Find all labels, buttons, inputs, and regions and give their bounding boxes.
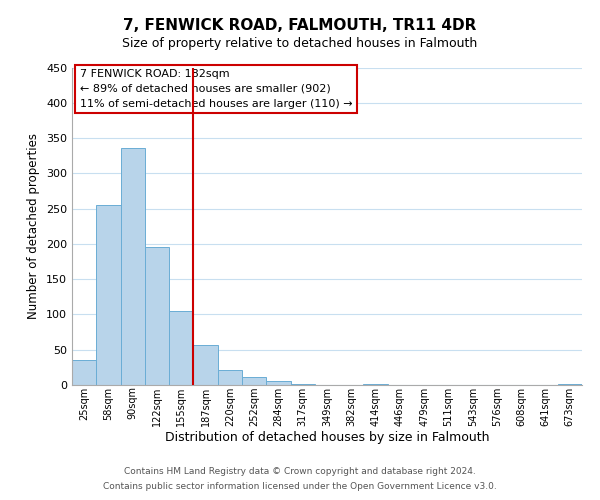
Bar <box>290 384 315 385</box>
Bar <box>218 370 242 385</box>
Bar <box>193 345 218 385</box>
Text: Contains HM Land Registry data © Crown copyright and database right 2024.: Contains HM Land Registry data © Crown c… <box>124 467 476 476</box>
Text: 7, FENWICK ROAD, FALMOUTH, TR11 4DR: 7, FENWICK ROAD, FALMOUTH, TR11 4DR <box>124 18 476 32</box>
Bar <box>558 384 582 385</box>
Bar <box>121 148 145 385</box>
Text: 7 FENWICK ROAD: 182sqm
← 89% of detached houses are smaller (902)
11% of semi-de: 7 FENWICK ROAD: 182sqm ← 89% of detached… <box>80 69 352 108</box>
Bar <box>145 246 169 385</box>
Text: Contains public sector information licensed under the Open Government Licence v3: Contains public sector information licen… <box>103 482 497 491</box>
X-axis label: Distribution of detached houses by size in Falmouth: Distribution of detached houses by size … <box>165 432 489 444</box>
Text: Size of property relative to detached houses in Falmouth: Size of property relative to detached ho… <box>122 38 478 51</box>
Bar <box>242 377 266 385</box>
Bar <box>266 382 290 385</box>
Bar <box>169 311 193 385</box>
Bar <box>96 205 121 385</box>
Bar <box>72 360 96 385</box>
Y-axis label: Number of detached properties: Number of detached properties <box>28 133 40 320</box>
Bar <box>364 384 388 385</box>
